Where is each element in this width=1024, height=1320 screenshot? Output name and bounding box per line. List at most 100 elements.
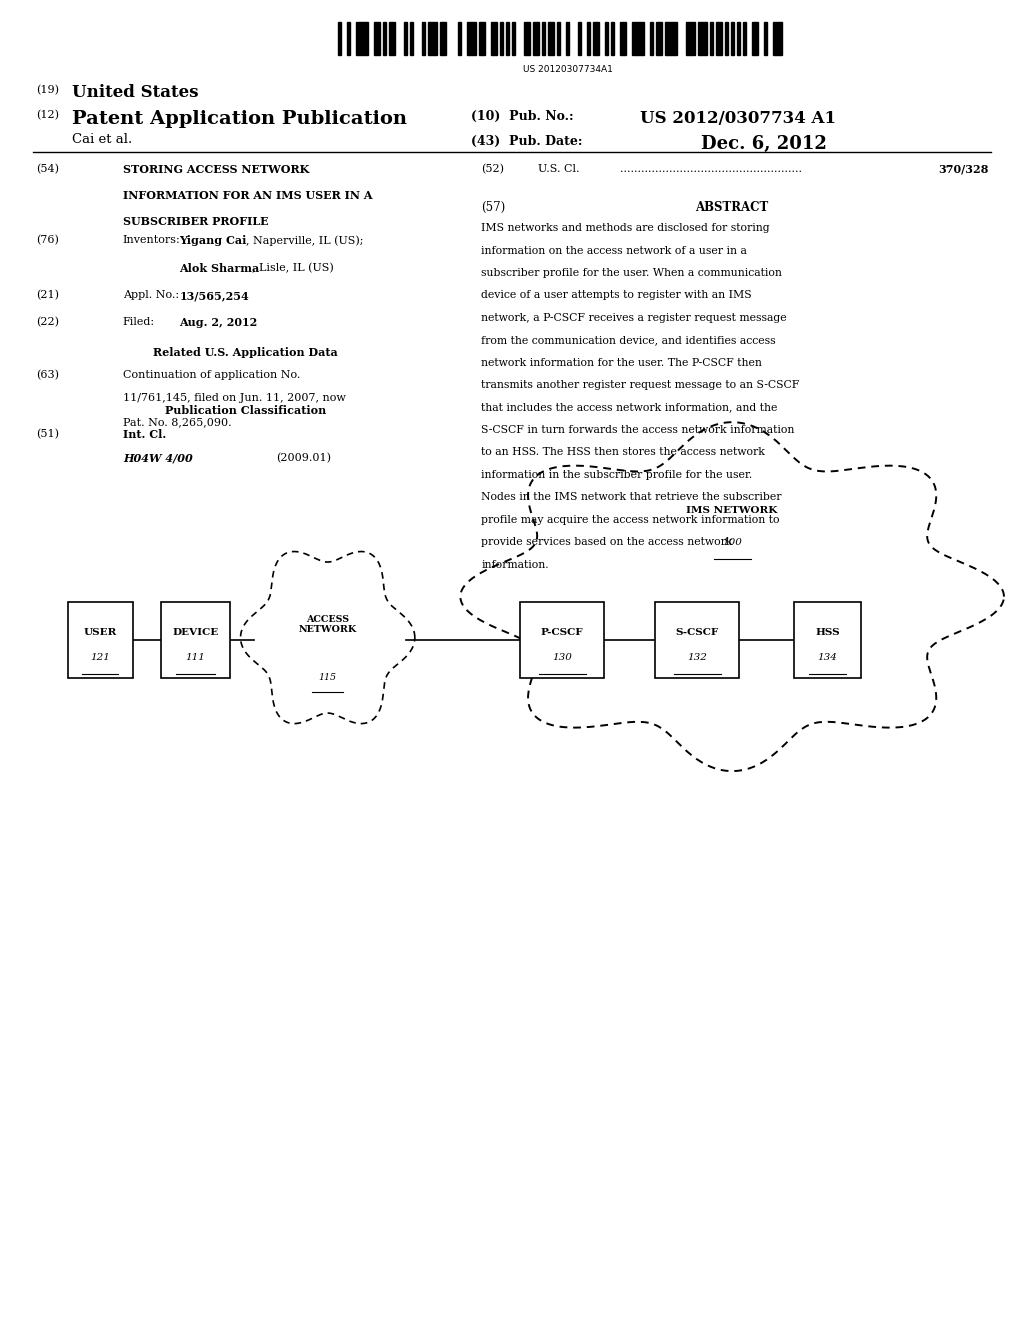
Text: US 20120307734A1: US 20120307734A1 [523,65,613,74]
Text: S-CSCF: S-CSCF [676,628,719,638]
Text: USER: USER [84,628,117,638]
Text: STORING ACCESS NETWORK: STORING ACCESS NETWORK [123,164,309,174]
Bar [632,22,644,55]
Bar [765,22,767,55]
Bar [374,22,380,55]
Text: INFORMATION FOR AN IMS USER IN A: INFORMATION FOR AN IMS USER IN A [123,190,373,201]
Text: Appl. No.:: Appl. No.: [123,290,179,301]
Text: device of a user attempts to register with an IMS: device of a user attempts to register wi… [481,290,752,301]
Text: Pat. No. 8,265,090.: Pat. No. 8,265,090. [123,417,231,428]
Bar [579,22,582,55]
Text: 132: 132 [687,652,708,661]
Text: network, a P-CSCF receives a register request message: network, a P-CSCF receives a register re… [481,313,786,323]
Text: information.: information. [481,560,549,570]
Bar [534,22,540,55]
Text: (10)  Pub. No.:: (10) Pub. No.: [471,110,573,123]
Bar [773,22,782,55]
Text: information in the subscriber profile for the user.: information in the subscriber profile fo… [481,470,753,480]
Text: (76): (76) [36,235,58,246]
Text: 13/565,254: 13/565,254 [179,290,249,301]
Bar [410,22,413,55]
Text: S-CSCF in turn forwards the access network information: S-CSCF in turn forwards the access netwo… [481,425,795,436]
Text: U.S. Cl.: U.S. Cl. [538,164,580,174]
Text: transmits another register request message to an S-CSCF: transmits another register request messa… [481,380,800,391]
Bar [686,22,695,55]
Text: (19): (19) [36,84,58,95]
Bar [492,22,497,55]
Text: (12): (12) [36,110,58,120]
Bar [404,22,407,55]
Text: 11/761,145, filed on Jun. 11, 2007, now: 11/761,145, filed on Jun. 11, 2007, now [123,393,346,404]
Text: Alok Sharma: Alok Sharma [179,263,259,273]
Bar [548,22,554,55]
Bar [566,22,569,55]
Text: (43)  Pub. Date:: (43) Pub. Date: [471,135,583,148]
Bar [587,22,590,55]
Bar [479,22,485,55]
Text: ....................................................: ........................................… [620,164,802,174]
Bar [650,22,653,55]
Bar [611,22,614,55]
Text: 100: 100 [722,537,742,546]
Text: 115: 115 [318,673,337,681]
Text: to an HSS. The HSS then stores the access network: to an HSS. The HSS then stores the acces… [481,447,765,458]
Text: United States: United States [72,84,199,102]
Bar [557,22,560,55]
Text: Inventors:: Inventors: [123,235,180,246]
Text: , Naperville, IL (US);: , Naperville, IL (US); [246,235,364,246]
Text: 130: 130 [552,652,572,661]
Text: 121: 121 [90,652,111,661]
Bar [512,22,515,55]
Text: 134: 134 [817,652,838,661]
Text: (54): (54) [36,164,58,174]
Bar [68,602,133,678]
Text: Dec. 6, 2012: Dec. 6, 2012 [701,135,827,153]
Text: Related U.S. Application Data: Related U.S. Application Data [154,347,338,358]
Text: Int. Cl.: Int. Cl. [123,429,166,440]
Text: ABSTRACT: ABSTRACT [695,201,769,214]
Text: ACCESS
NETWORK: ACCESS NETWORK [299,615,356,634]
Text: (2009.01): (2009.01) [276,453,332,463]
Text: information on the access network of a user in a: information on the access network of a u… [481,246,748,256]
Bar [656,22,663,55]
Bar [655,602,739,678]
Bar [725,22,728,55]
Bar [356,22,368,55]
Bar [717,22,722,55]
Bar [737,22,740,55]
Bar [795,602,860,678]
Text: Publication Classification: Publication Classification [165,405,327,416]
Text: Filed:: Filed: [123,317,155,327]
Text: profile may acquire the access network information to: profile may acquire the access network i… [481,515,780,525]
Bar [711,22,714,55]
Text: HSS: HSS [815,628,840,638]
Text: provide services based on the access network: provide services based on the access net… [481,537,733,548]
Text: that includes the access network information, and the: that includes the access network informa… [481,403,777,413]
Bar [520,602,604,678]
Text: Yigang Cai: Yigang Cai [179,235,247,246]
Bar [743,22,746,55]
Bar [422,22,425,55]
Bar [753,22,759,55]
Text: (63): (63) [36,370,58,380]
Bar [458,22,461,55]
Text: , Lisle, IL (US): , Lisle, IL (US) [252,263,334,273]
Bar [542,22,545,55]
Text: 111: 111 [185,652,206,661]
Text: (52): (52) [481,164,504,174]
Bar [731,22,734,55]
Bar [161,602,230,678]
Bar [500,22,503,55]
Bar [698,22,708,55]
Text: Nodes in the IMS network that retrieve the subscriber: Nodes in the IMS network that retrieve t… [481,492,781,503]
Bar [383,22,386,55]
Text: Continuation of application No.: Continuation of application No. [123,370,300,380]
Text: IMS NETWORK: IMS NETWORK [686,507,778,516]
Bar [605,22,608,55]
Text: Cai et al.: Cai et al. [72,133,132,147]
Bar [666,22,677,55]
Text: subscriber profile for the user. When a communication: subscriber profile for the user. When a … [481,268,782,279]
Bar [506,22,509,55]
Text: US 2012/0307734 A1: US 2012/0307734 A1 [640,110,836,127]
Bar [524,22,530,55]
